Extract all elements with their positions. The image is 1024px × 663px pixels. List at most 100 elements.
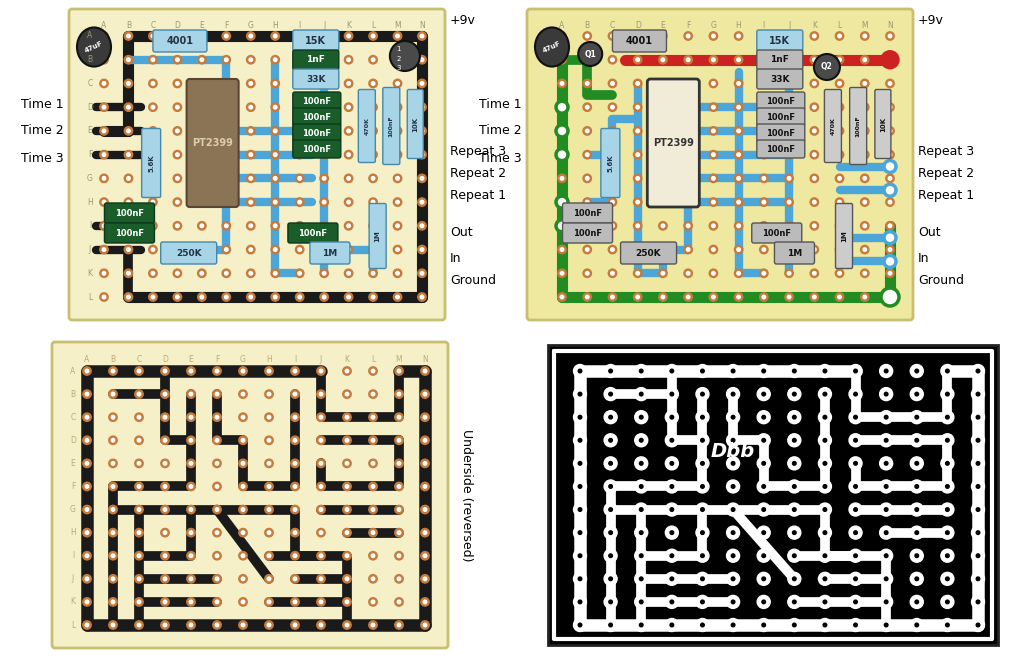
- Circle shape: [784, 151, 794, 159]
- Text: E: E: [188, 355, 194, 363]
- Circle shape: [395, 248, 399, 251]
- Circle shape: [195, 99, 197, 101]
- Circle shape: [397, 577, 400, 581]
- Circle shape: [152, 248, 155, 251]
- Circle shape: [762, 623, 766, 627]
- Text: G: G: [240, 355, 246, 363]
- Text: Repeat 2: Repeat 2: [918, 168, 974, 180]
- Circle shape: [886, 198, 894, 206]
- Text: M: M: [395, 355, 402, 363]
- Circle shape: [836, 127, 844, 135]
- Circle shape: [849, 619, 862, 631]
- FancyBboxPatch shape: [757, 92, 805, 110]
- Circle shape: [395, 34, 399, 38]
- Circle shape: [941, 595, 954, 609]
- Text: L: L: [71, 621, 75, 629]
- Circle shape: [757, 619, 770, 631]
- Circle shape: [634, 127, 642, 135]
- Circle shape: [137, 392, 140, 396]
- Circle shape: [345, 577, 349, 581]
- Circle shape: [369, 552, 377, 560]
- Circle shape: [148, 80, 157, 88]
- Circle shape: [586, 82, 589, 86]
- Circle shape: [838, 272, 842, 275]
- Circle shape: [249, 105, 253, 109]
- Circle shape: [112, 416, 115, 419]
- Circle shape: [273, 82, 278, 86]
- Text: D: D: [174, 21, 180, 29]
- Circle shape: [423, 600, 427, 604]
- Circle shape: [945, 531, 949, 534]
- Circle shape: [83, 528, 91, 537]
- Circle shape: [579, 577, 582, 581]
- Circle shape: [972, 365, 984, 377]
- Circle shape: [696, 572, 709, 585]
- Circle shape: [271, 103, 280, 111]
- Circle shape: [137, 438, 140, 442]
- Circle shape: [242, 554, 245, 558]
- Circle shape: [658, 32, 667, 40]
- Circle shape: [583, 80, 592, 88]
- Circle shape: [849, 503, 862, 516]
- Text: F: F: [215, 355, 219, 363]
- Circle shape: [762, 58, 766, 62]
- Circle shape: [249, 272, 253, 275]
- Circle shape: [215, 369, 219, 373]
- Circle shape: [854, 392, 857, 396]
- Circle shape: [884, 231, 896, 244]
- Circle shape: [198, 103, 206, 111]
- Circle shape: [558, 32, 566, 40]
- Circle shape: [639, 531, 643, 534]
- Circle shape: [880, 457, 893, 470]
- Circle shape: [727, 595, 739, 609]
- Circle shape: [395, 482, 403, 491]
- Circle shape: [112, 508, 115, 511]
- Circle shape: [319, 554, 323, 558]
- Text: I: I: [72, 551, 74, 560]
- Circle shape: [124, 221, 133, 230]
- Circle shape: [83, 505, 91, 514]
- Circle shape: [888, 295, 892, 299]
- Circle shape: [393, 80, 401, 88]
- Circle shape: [838, 105, 842, 109]
- Circle shape: [635, 526, 648, 539]
- Circle shape: [397, 392, 400, 396]
- Text: 10K: 10K: [413, 117, 418, 131]
- Circle shape: [418, 56, 426, 64]
- Circle shape: [915, 531, 919, 534]
- Circle shape: [762, 248, 766, 251]
- Circle shape: [885, 577, 888, 581]
- FancyBboxPatch shape: [153, 30, 207, 52]
- Circle shape: [418, 151, 426, 159]
- Circle shape: [393, 56, 401, 64]
- Circle shape: [127, 295, 130, 299]
- Circle shape: [152, 58, 155, 62]
- Circle shape: [152, 129, 155, 133]
- Circle shape: [586, 176, 589, 180]
- Circle shape: [369, 127, 377, 135]
- Circle shape: [818, 595, 831, 609]
- Circle shape: [686, 34, 690, 38]
- Text: E: E: [71, 459, 76, 468]
- Circle shape: [784, 127, 794, 135]
- Circle shape: [849, 434, 862, 447]
- Circle shape: [344, 174, 353, 182]
- Circle shape: [242, 623, 245, 627]
- Circle shape: [888, 58, 892, 62]
- Circle shape: [271, 221, 280, 230]
- Circle shape: [836, 245, 844, 254]
- Circle shape: [818, 572, 831, 585]
- Circle shape: [148, 103, 157, 111]
- Circle shape: [372, 531, 375, 534]
- Text: K: K: [71, 597, 76, 607]
- Circle shape: [395, 505, 403, 514]
- Circle shape: [818, 365, 831, 377]
- Circle shape: [793, 577, 796, 581]
- Circle shape: [560, 200, 564, 204]
- Circle shape: [610, 224, 614, 227]
- Circle shape: [757, 410, 770, 424]
- Circle shape: [573, 549, 587, 562]
- Circle shape: [224, 200, 228, 204]
- Circle shape: [710, 293, 718, 301]
- Circle shape: [369, 221, 377, 230]
